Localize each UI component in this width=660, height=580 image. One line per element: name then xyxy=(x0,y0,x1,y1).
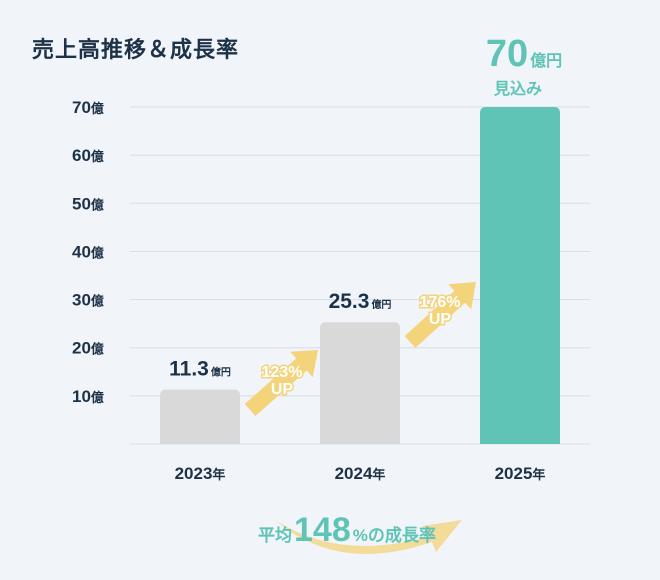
data-label: 11.3 億円 xyxy=(169,358,231,381)
y-tick-label: 70億 xyxy=(72,98,104,117)
x-tick-label: 2025年 xyxy=(495,464,546,483)
data-label-highlight: 70 億円 xyxy=(486,33,562,75)
growth-label-1-pct: 123% xyxy=(262,364,303,381)
growth-label-2-word: UP xyxy=(429,311,452,328)
y-tick-label: 30億 xyxy=(72,291,104,310)
bar-2023年 xyxy=(160,389,240,444)
average-swoosh xyxy=(275,520,462,554)
y-tick-label: 50億 xyxy=(72,194,104,213)
data-label: 25.3 億円 xyxy=(329,290,392,313)
bar-2025年 xyxy=(480,107,560,444)
average-growth-label: 平均148 %の成長率 xyxy=(258,511,436,549)
y-tick-label: 20億 xyxy=(72,339,104,358)
growth-label-1-word: UP xyxy=(271,381,294,398)
bar-2024年 xyxy=(320,322,400,444)
growth-arrow-2024-2025 xyxy=(404,282,476,348)
x-tick-label: 2023年 xyxy=(175,464,226,483)
forecast-note: 見込み xyxy=(493,80,542,98)
y-tick-label: 40億 xyxy=(72,242,104,261)
chart-title: 売上高推移＆成長率 xyxy=(32,37,240,62)
y-tick-label: 10億 xyxy=(72,387,104,406)
growth-label-2-pct: 176% xyxy=(420,294,461,311)
growth-arrow-2023-2024 xyxy=(244,350,318,416)
y-tick-label: 60億 xyxy=(72,146,104,165)
x-tick-label: 2024年 xyxy=(335,464,386,483)
